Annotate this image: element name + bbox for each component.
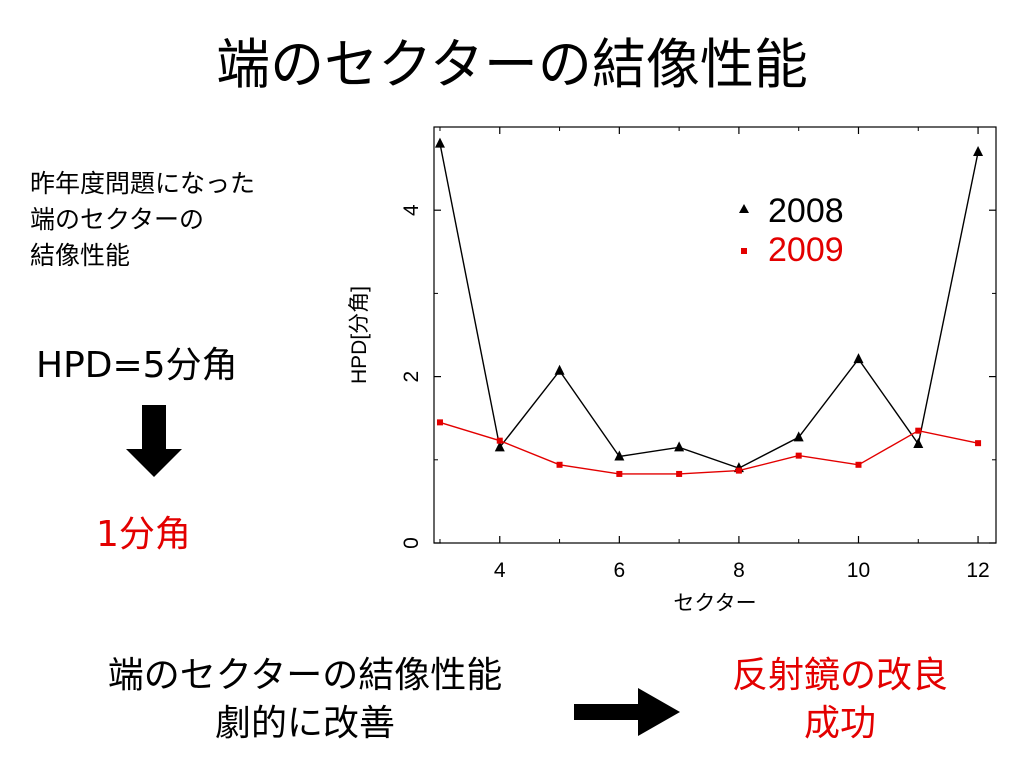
data-point-2008 (973, 145, 984, 156)
data-point-2009 (855, 461, 862, 468)
legend: 2008 2009 (739, 192, 844, 269)
y-axis-label: HPD[分角] (348, 286, 371, 384)
x-tick-label: 10 (847, 559, 870, 582)
data-point-2008 (913, 437, 924, 448)
y-tick-label: 0 (400, 537, 423, 549)
note-line: 結像性能 (30, 241, 131, 270)
data-point-2009 (975, 440, 982, 447)
x-tick-label: 4 (494, 559, 506, 582)
data-point-2009 (556, 461, 563, 468)
data-point-2008 (853, 353, 864, 364)
conclusion-line: 端のセクターの結像性能 (107, 655, 503, 696)
hpd-before-label: HPD=5分角 (36, 345, 238, 386)
legend-label-2008: 2008 (768, 192, 844, 230)
data-point-2008 (434, 137, 445, 148)
hpd-chart: 4 6 8 10 12 0 2 4 セクター HPD[分角] 2008 2009 (348, 126, 997, 615)
x-tick-label: 8 (733, 559, 745, 582)
page-title: 端のセクターの結像性能 (216, 33, 808, 96)
data-point-2009 (436, 419, 443, 426)
note-line: 昨年度問題になった (30, 169, 256, 198)
note-line: 端のセクターの (30, 205, 205, 234)
x-axis-label: セクター (673, 592, 756, 615)
series-line-2009 (439, 421, 979, 475)
down-arrow-icon (126, 405, 182, 477)
x-tick-label: 6 (613, 559, 625, 582)
data-point-2008 (614, 450, 625, 461)
x-tick-label: 12 (966, 559, 989, 582)
data-point-2008 (494, 441, 505, 452)
data-point-2009 (915, 427, 922, 434)
data-point-2009 (496, 437, 503, 444)
data-point-2008 (793, 431, 804, 442)
series-line-2008 (439, 143, 979, 469)
data-point-2009 (616, 470, 623, 477)
hpd-after-label: 1分角 (96, 514, 191, 555)
y-tick-label: 4 (400, 204, 423, 216)
result-line: 反射鏡の改良 (731, 655, 948, 696)
data-point-2009 (795, 452, 802, 459)
legend-marker-2008 (739, 204, 749, 213)
y-tick-label: 2 (400, 371, 423, 383)
data-point-2008 (674, 441, 685, 452)
data-point-2008 (554, 364, 565, 375)
conclusion-text: 端のセクターの結像性能 劇的に改善 (20, 652, 590, 748)
plot-frame (433, 126, 997, 544)
data-point-2009 (676, 470, 683, 477)
right-arrow-icon (574, 688, 680, 736)
legend-label-2009: 2009 (768, 231, 844, 269)
result-line: 成功 (803, 703, 876, 744)
data-point-2009 (735, 467, 742, 474)
result-text: 反射鏡の改良 成功 (670, 652, 1010, 748)
note-text: 昨年度問題になった 端のセクターの 結像性能 (30, 166, 255, 274)
legend-marker-2009 (741, 248, 747, 254)
conclusion-line: 劇的に改善 (214, 703, 395, 744)
